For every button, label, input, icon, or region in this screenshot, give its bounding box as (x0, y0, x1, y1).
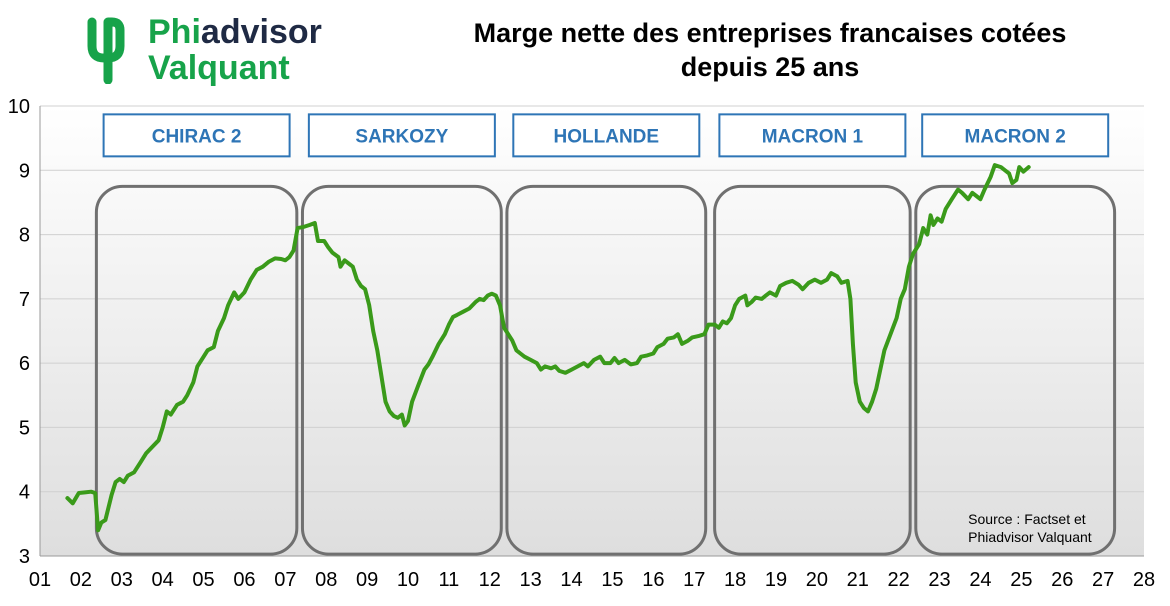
x-tick-label: 01 (29, 569, 51, 591)
x-tick-label: 25 (1010, 569, 1032, 591)
period-label: SARKOZY (355, 126, 448, 147)
logo-line-1: Phiadvisor (148, 14, 322, 50)
y-tick-label: 9 (19, 160, 30, 182)
logo: Phiadvisor Valquant (78, 8, 348, 88)
chart-title-line-2: depuis 25 ans (680, 52, 860, 82)
x-tick-label: 26 (1051, 569, 1073, 591)
period-label: CHIRAC 2 (152, 126, 242, 147)
x-tick-label: 16 (642, 569, 664, 591)
period-label-box (718, 113, 907, 158)
period-label: MACRON 2 (965, 126, 1066, 147)
logo-line-1-rest: advisor (200, 13, 322, 51)
period-label-box (102, 113, 291, 158)
logo-line-2: Valquant (148, 49, 290, 87)
x-tick-label: 22 (888, 569, 910, 591)
x-tick-label: 17 (683, 569, 705, 591)
logo-mark-icon (87, 17, 125, 84)
x-tick-label: 19 (765, 569, 787, 591)
period-box (505, 184, 708, 556)
x-tick-label: 02 (70, 569, 92, 591)
period-label-box (307, 113, 496, 158)
chart-title: Marge nette des entreprises francaises c… (380, 16, 1160, 84)
period-box (94, 184, 299, 556)
grid (40, 105, 1144, 556)
y-tick-label: 4 (19, 482, 30, 504)
x-tick-label: 23 (928, 569, 950, 591)
period-label: MACRON 1 (762, 126, 864, 147)
x-tick-label: 20 (806, 569, 828, 591)
series-layer (65, 163, 1031, 533)
period-box (713, 184, 912, 556)
period-label-box (921, 113, 1110, 158)
y-tick-label: 6 (19, 353, 30, 375)
x-tick-label: 07 (274, 569, 296, 591)
period-label: HOLLANDE (554, 126, 660, 147)
x-tick-label: 12 (479, 569, 501, 591)
x-tick-label: 10 (397, 569, 419, 591)
x-tick-label: 27 (1092, 569, 1114, 591)
source-line-1: Source : Factset et (968, 511, 1086, 527)
x-tick-label: 21 (847, 569, 869, 591)
chart-title-line-1: Marge nette des entreprises francaises c… (473, 18, 1067, 48)
period-box (914, 184, 1117, 556)
plot-area (40, 106, 1144, 556)
x-tick-label: 03 (111, 569, 133, 591)
y-tick-label: 7 (19, 289, 30, 311)
x-tick-label: 13 (520, 569, 542, 591)
x-tick-label: 24 (969, 569, 991, 591)
period-labels: CHIRAC 2 SARKOZY HOLLANDE MACRON 1 MACRON 2 (102, 113, 1110, 158)
logo-line-1-prefix: Phi (148, 13, 201, 51)
y-tick-label: 8 (19, 225, 30, 247)
x-tick-label: 08 (315, 569, 337, 591)
x-tick-label: 04 (152, 569, 174, 591)
x-tick-label: 05 (192, 569, 214, 591)
y-tick-label: 3 (19, 546, 30, 568)
source-note: Source : Factset et Phiadvisor Valquant (968, 511, 1092, 545)
y-tick-label: 5 (19, 417, 30, 439)
x-tick-label: 18 (724, 569, 746, 591)
x-tick-label: 14 (560, 569, 582, 591)
x-tick-label: 06 (233, 569, 255, 591)
series-line (65, 163, 1031, 533)
x-tick-label: 28 (1133, 569, 1155, 591)
axes: 3 4 5 6 7 8 9 10 01 02 03 04 05 06 07 08 09 10 11 12 13 14 15 1… (8, 96, 1155, 591)
source-line-2: Phiadvisor Valquant (968, 529, 1092, 545)
period-boxes (94, 184, 1117, 556)
x-tick-label: 09 (356, 569, 378, 591)
x-tick-label: 11 (439, 569, 460, 591)
period-label-box (512, 113, 701, 158)
y-tick-label: 10 (8, 96, 30, 118)
x-tick-label: 15 (601, 569, 623, 591)
period-box (300, 184, 503, 556)
